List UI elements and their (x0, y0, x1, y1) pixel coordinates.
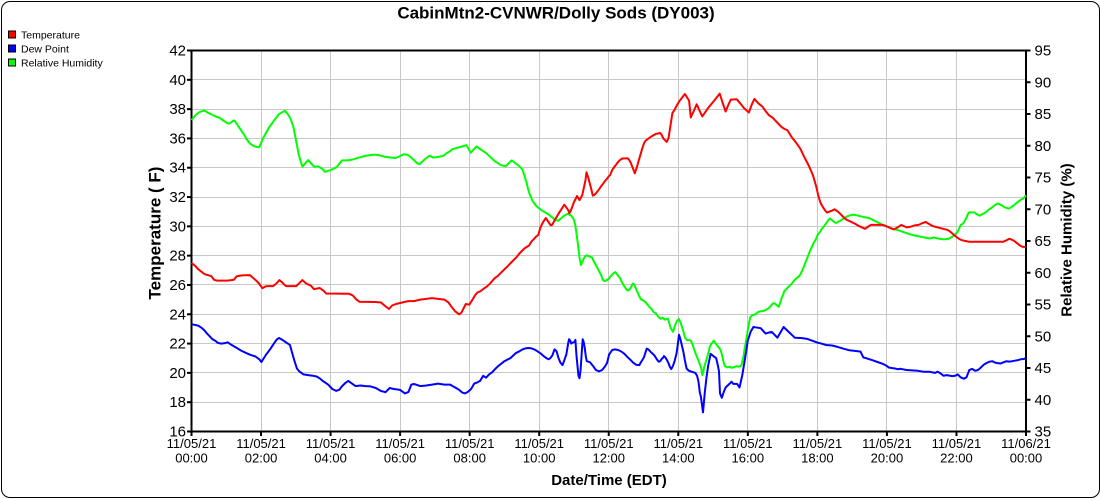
svg-text:11/05/21: 11/05/21 (723, 436, 773, 451)
svg-text:45: 45 (1035, 360, 1052, 377)
svg-text:20: 20 (169, 365, 186, 382)
svg-text:11/05/21: 11/05/21 (932, 436, 982, 451)
svg-text:Date/Time (EDT): Date/Time (EDT) (551, 472, 667, 489)
svg-text:30: 30 (169, 218, 186, 235)
svg-text:11/05/21: 11/05/21 (167, 436, 217, 451)
svg-text:11/05/21: 11/05/21 (306, 436, 356, 451)
svg-text:16: 16 (169, 424, 186, 441)
svg-text:22: 22 (169, 336, 186, 353)
svg-text:95: 95 (1035, 43, 1052, 60)
svg-text:Temperature: Temperature (21, 29, 80, 41)
svg-text:08:00: 08:00 (453, 451, 486, 466)
svg-text:85: 85 (1035, 106, 1052, 123)
svg-text:14:00: 14:00 (662, 451, 695, 466)
svg-text:90: 90 (1035, 74, 1052, 91)
svg-text:00:00: 00:00 (1010, 451, 1043, 466)
svg-text:65: 65 (1035, 233, 1052, 250)
svg-text:11/05/21: 11/05/21 (793, 436, 843, 451)
svg-text:Dew Point: Dew Point (21, 43, 69, 55)
svg-text:28: 28 (169, 248, 186, 265)
svg-text:60: 60 (1035, 265, 1052, 282)
svg-text:40: 40 (169, 72, 186, 89)
svg-text:11/05/21: 11/05/21 (584, 436, 634, 451)
svg-text:06:00: 06:00 (384, 451, 417, 466)
svg-text:11/05/21: 11/05/21 (375, 436, 425, 451)
svg-text:10:00: 10:00 (523, 451, 556, 466)
svg-text:11/05/21: 11/05/21 (862, 436, 912, 451)
svg-text:26: 26 (169, 277, 186, 294)
svg-text:11/06/21: 11/06/21 (1001, 436, 1051, 451)
svg-text:11/05/21: 11/05/21 (236, 436, 286, 451)
svg-text:00:00: 00:00 (175, 451, 208, 466)
svg-text:34: 34 (169, 160, 186, 177)
svg-text:70: 70 (1035, 201, 1052, 218)
svg-text:11/05/21: 11/05/21 (514, 436, 564, 451)
svg-text:50: 50 (1035, 328, 1052, 345)
svg-text:16:00: 16:00 (732, 451, 765, 466)
svg-text:12:00: 12:00 (592, 451, 625, 466)
svg-text:38: 38 (169, 101, 186, 118)
svg-text:35: 35 (1035, 424, 1052, 441)
svg-text:80: 80 (1035, 138, 1052, 155)
svg-text:40: 40 (1035, 392, 1052, 409)
svg-text:32: 32 (169, 189, 186, 206)
svg-text:24: 24 (169, 306, 186, 323)
svg-text:55: 55 (1035, 297, 1052, 314)
svg-text:18: 18 (169, 394, 186, 411)
svg-text:11/05/21: 11/05/21 (445, 436, 495, 451)
svg-text:Temperature ( F): Temperature ( F) (146, 167, 165, 300)
svg-text:75: 75 (1035, 170, 1052, 187)
svg-text:36: 36 (169, 130, 186, 147)
svg-text:18:00: 18:00 (801, 451, 834, 466)
svg-text:22:00: 22:00 (940, 451, 973, 466)
svg-text:20:00: 20:00 (871, 451, 904, 466)
svg-text:04:00: 04:00 (314, 451, 347, 466)
svg-text:Relative Humidity: Relative Humidity (21, 57, 103, 69)
svg-text:02:00: 02:00 (245, 451, 278, 466)
svg-text:Relative Humidity (%): Relative Humidity (%) (1059, 163, 1076, 316)
svg-text:42: 42 (169, 43, 186, 60)
svg-text:CabinMtn2-CVNWR/Dolly Sods (DY: CabinMtn2-CVNWR/Dolly Sods (DY003) (397, 4, 714, 23)
svg-text:11/05/21: 11/05/21 (653, 436, 703, 451)
